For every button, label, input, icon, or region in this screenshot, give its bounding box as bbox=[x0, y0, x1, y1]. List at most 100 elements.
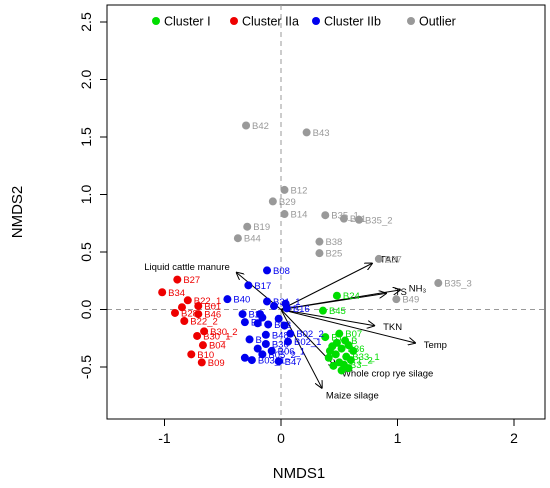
data-point bbox=[193, 331, 202, 340]
y-tick-label: 1.5 bbox=[78, 127, 94, 147]
point-label: B31_1 bbox=[273, 297, 300, 308]
point-label: B49 bbox=[402, 295, 419, 306]
point-label: B46 bbox=[204, 310, 221, 321]
y-tick-label: 0.0 bbox=[78, 300, 94, 320]
vector-arrow bbox=[280, 290, 400, 310]
data-point bbox=[274, 314, 283, 323]
vector-arrow bbox=[280, 309, 374, 326]
point-label: B45 bbox=[329, 306, 346, 317]
data-point bbox=[280, 210, 289, 219]
x-tick-label: 2 bbox=[510, 430, 518, 446]
data-point bbox=[321, 333, 330, 342]
data-point bbox=[270, 302, 279, 311]
data-point bbox=[187, 350, 196, 359]
x-axis-title: NMDS1 bbox=[273, 465, 326, 482]
point-label: B05_2 bbox=[268, 350, 295, 361]
point-label: B09 bbox=[208, 358, 225, 369]
legend-entry: Cluster IIb bbox=[324, 15, 381, 29]
point-label: B24 bbox=[343, 291, 360, 302]
data-point bbox=[258, 313, 267, 322]
x-tick-label: 0 bbox=[277, 430, 285, 446]
point-label: B07 bbox=[345, 329, 362, 340]
vector-arrow bbox=[280, 264, 372, 310]
data-point bbox=[355, 215, 364, 224]
y-tick-label: 2.0 bbox=[78, 70, 94, 90]
data-point bbox=[245, 335, 254, 344]
point-label: B03_1 bbox=[258, 356, 285, 367]
point-label: B35_3 bbox=[444, 279, 471, 290]
vector-label: TAN bbox=[380, 254, 398, 265]
data-point bbox=[331, 350, 340, 359]
data-point bbox=[337, 344, 346, 353]
data-point bbox=[268, 197, 277, 206]
data-point bbox=[223, 295, 232, 304]
vector-label: TKN bbox=[383, 322, 402, 333]
data-point bbox=[264, 320, 273, 329]
point-label: B10 bbox=[197, 350, 214, 361]
y-tick-label: -0.5 bbox=[78, 355, 94, 379]
data-point bbox=[194, 310, 203, 319]
data-point bbox=[283, 337, 292, 346]
point-label: B40 bbox=[233, 295, 250, 306]
point-label: B2 bbox=[251, 318, 263, 329]
y-axis: -0.5 0.0 0.5 1.0 1.5 2.0 2.5 bbox=[78, 12, 108, 379]
data-point bbox=[344, 364, 353, 373]
y-tick-label: 1.0 bbox=[78, 185, 94, 205]
vector-label: NH₃ bbox=[409, 283, 427, 294]
point-label: B48 bbox=[272, 330, 289, 341]
x-axis: -1 0 1 2 bbox=[158, 418, 518, 446]
data-point bbox=[282, 304, 291, 313]
legend-marker bbox=[312, 17, 320, 25]
point-label: B29 bbox=[279, 197, 296, 208]
point-label: B04 bbox=[209, 341, 226, 352]
data-point bbox=[315, 237, 324, 246]
point-label: B14 bbox=[290, 210, 307, 221]
data-point bbox=[242, 121, 251, 130]
legend-entry: Cluster I bbox=[164, 15, 211, 29]
point-label: B38 bbox=[325, 237, 342, 248]
data-point bbox=[240, 318, 249, 327]
data-point bbox=[349, 346, 358, 355]
data-point bbox=[177, 303, 186, 312]
point-label: 1_2 bbox=[357, 356, 373, 367]
data-point bbox=[325, 346, 334, 355]
legend: Cluster I Cluster IIa Cluster IIb Outlier bbox=[152, 15, 456, 29]
point-label: B36 bbox=[348, 344, 365, 355]
data-point bbox=[339, 214, 348, 223]
data-point bbox=[233, 234, 242, 243]
data-point bbox=[392, 295, 401, 304]
data-point bbox=[344, 341, 353, 350]
data-point bbox=[180, 317, 189, 325]
data-point bbox=[321, 211, 330, 220]
point-label: B47 bbox=[285, 357, 302, 368]
point-label: B34 bbox=[168, 288, 185, 299]
point-label: B19 bbox=[253, 222, 270, 233]
data-point bbox=[261, 330, 270, 339]
data-point bbox=[197, 358, 206, 367]
point-label: B01 bbox=[204, 302, 221, 313]
y-tick-label: 2.5 bbox=[78, 12, 94, 32]
point-label: B12 bbox=[290, 185, 307, 196]
legend-entry: Cluster IIa bbox=[242, 15, 299, 29]
point-label: B43 bbox=[313, 128, 330, 139]
data-point bbox=[238, 310, 247, 319]
point-label: B2 bbox=[249, 310, 261, 321]
data-point bbox=[280, 321, 289, 330]
data-point bbox=[346, 356, 355, 365]
point-label: B28 bbox=[274, 320, 291, 331]
point-label: B35_1 bbox=[331, 211, 358, 222]
point-label: B bbox=[351, 336, 357, 347]
data-point bbox=[183, 296, 192, 305]
point-label: B44 bbox=[244, 234, 261, 245]
data-point bbox=[337, 366, 346, 375]
point-label: B30_2 bbox=[210, 327, 237, 338]
data-point bbox=[302, 128, 311, 137]
point-label: B25 bbox=[325, 249, 342, 260]
point-label: B02_2 bbox=[296, 329, 323, 340]
legend-marker bbox=[407, 17, 415, 25]
